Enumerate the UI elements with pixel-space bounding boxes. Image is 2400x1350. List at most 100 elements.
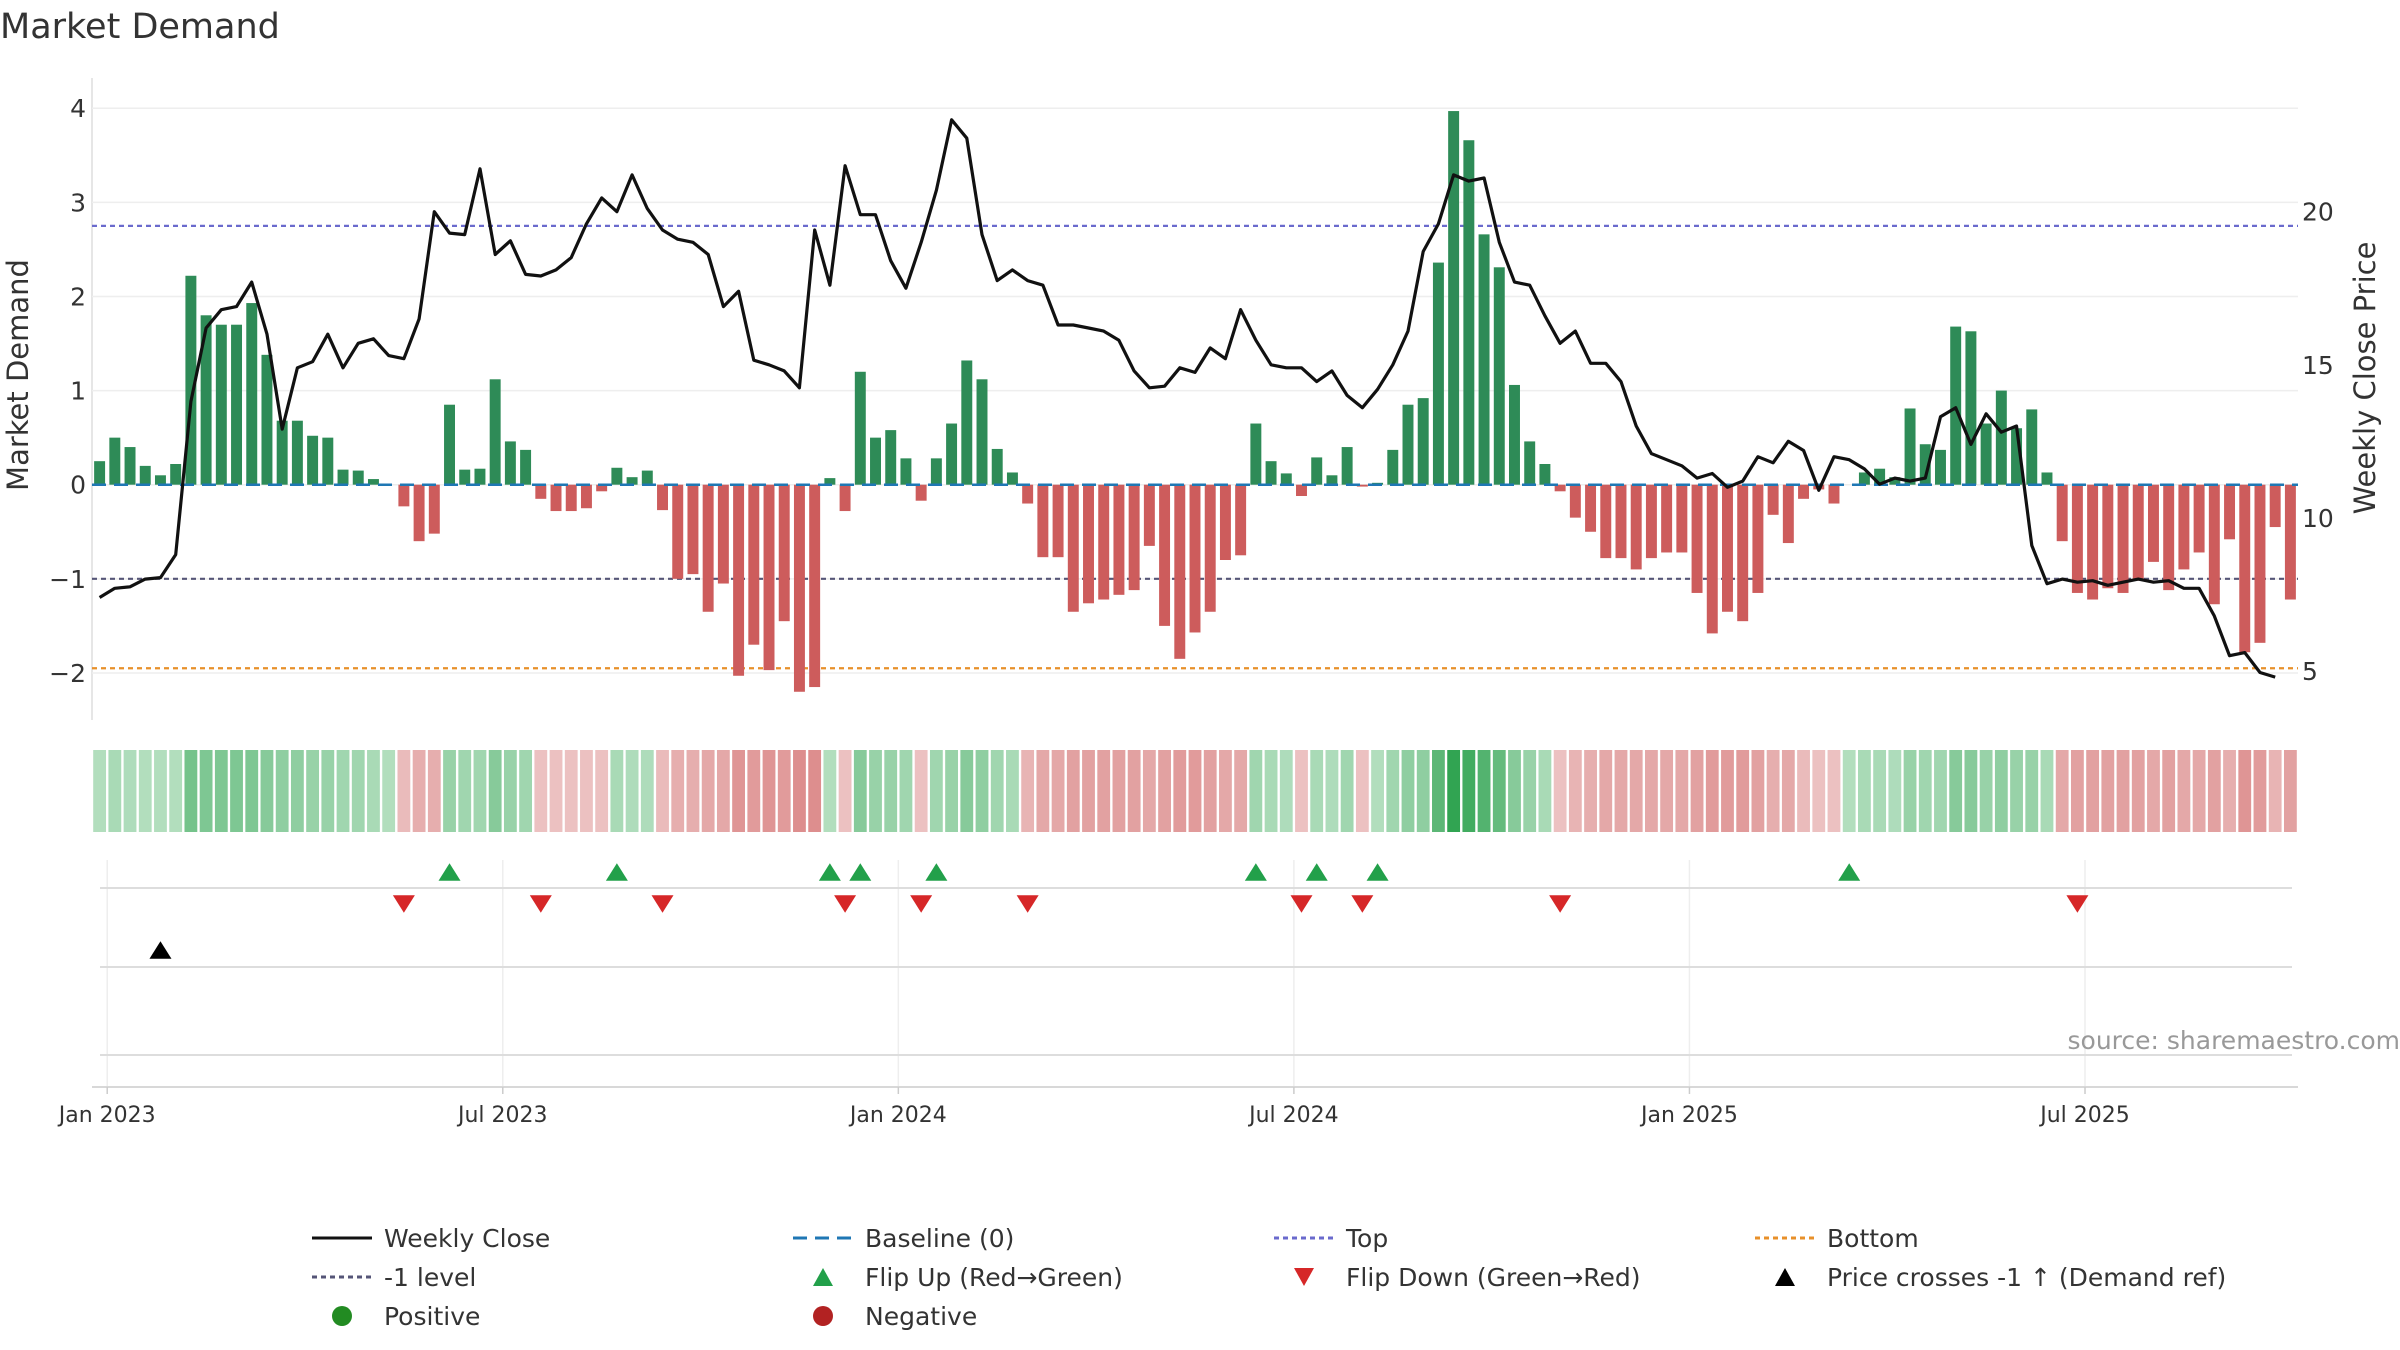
heat-cell	[1934, 750, 1947, 832]
heat-cell	[945, 750, 958, 832]
demand-bar	[1737, 484, 1749, 622]
heat-cell	[1508, 750, 1521, 832]
legend-label: Baseline (0)	[865, 1224, 1014, 1253]
demand-bar	[1934, 449, 1946, 485]
demand-bar	[2087, 484, 2099, 600]
demand-bar	[2071, 484, 2083, 593]
demand-bar	[596, 484, 608, 492]
legend-label: Top	[1345, 1224, 1388, 1253]
flip-down-marker	[2066, 895, 2089, 913]
demand-bar	[1600, 484, 1612, 559]
demand-bar	[535, 484, 547, 499]
heat-cell	[777, 750, 791, 832]
flip-up-marker	[849, 863, 872, 881]
close-price-line	[98, 118, 2276, 679]
heat-cell	[1858, 750, 1871, 832]
price-cross-marker	[149, 941, 172, 959]
heat-cell	[1386, 750, 1400, 832]
demand-bar	[1204, 484, 1216, 612]
demand-bar	[2011, 428, 2023, 485]
demand-bar	[1569, 484, 1581, 518]
heat-cell	[1553, 750, 1567, 832]
heat-cell	[686, 750, 700, 832]
heat-cell	[838, 750, 852, 832]
heat-cell	[2192, 750, 2206, 832]
heat-cell	[2086, 750, 2100, 832]
demand-bar	[1889, 477, 1901, 485]
heat-cell	[443, 750, 456, 832]
heat-cell	[1112, 750, 1126, 832]
demand-bar	[1387, 449, 1399, 485]
demand-bar	[733, 484, 745, 676]
flip-up-marker	[605, 863, 628, 881]
demand-bar	[1950, 326, 1962, 485]
y-tick-label: 4	[70, 94, 86, 123]
heat-cell	[2010, 750, 2023, 832]
demand-bar	[185, 275, 197, 485]
event-markers	[149, 863, 2089, 959]
heat-cell	[1675, 750, 1689, 832]
demand-bar	[550, 484, 562, 512]
demand-bar	[94, 461, 106, 485]
heat-cell	[1842, 750, 1856, 832]
heat-cell	[2025, 750, 2039, 832]
heat-cell	[1690, 750, 1704, 832]
demand-bar	[2178, 484, 2190, 570]
heat-cell	[306, 750, 320, 832]
demand-bar	[1509, 384, 1520, 485]
demand-bar	[1752, 484, 1764, 593]
demand-bar	[1798, 484, 1810, 499]
demand-bar	[1965, 331, 1977, 485]
flip-up-marker	[925, 863, 948, 881]
demand-bar	[961, 360, 973, 485]
demand-bar	[459, 469, 471, 485]
legend-label: Weekly Close	[384, 1224, 550, 1253]
demand-bar	[702, 484, 714, 612]
demand-bar	[2193, 484, 2205, 553]
demand-bar	[1980, 423, 1992, 485]
demand-bar	[1463, 140, 1475, 485]
demand-bar	[1539, 464, 1551, 485]
heat-cell	[1279, 750, 1293, 832]
y2-tick-label: 20	[2302, 198, 2334, 227]
demand-bar	[2117, 484, 2129, 593]
demand-bar	[2239, 484, 2251, 653]
flip-down-marker	[651, 895, 674, 913]
heat-cell	[990, 750, 1004, 832]
heat-cell	[2162, 750, 2176, 832]
heat-cell	[1340, 750, 1354, 832]
flip-up-marker	[1244, 863, 1267, 881]
y2-axis-label: Weekly Close Price	[2348, 242, 2382, 515]
demand-bar	[1645, 484, 1657, 559]
demand-bar	[1858, 472, 1870, 485]
demand-bar	[2056, 484, 2068, 542]
heat-cell	[169, 750, 183, 832]
heat-cell	[1736, 750, 1750, 832]
flip-up-marker	[1366, 863, 1389, 881]
demand-bar	[839, 484, 851, 512]
demand-bar	[1356, 484, 1368, 487]
demand-bar	[1676, 484, 1688, 553]
demand-bar	[200, 315, 212, 485]
legend-label: -1 level	[384, 1263, 476, 1292]
heat-cell	[2223, 750, 2236, 832]
legend-positive-swatch	[332, 1306, 352, 1326]
heat-cell	[610, 750, 624, 832]
demand-bar	[2284, 484, 2296, 600]
demand-bar	[1722, 484, 1733, 612]
heat-cell	[1614, 750, 1628, 832]
heat-cell	[1994, 750, 2008, 832]
demand-bar	[778, 484, 790, 622]
demand-bar	[139, 465, 151, 485]
heat-cell	[1721, 750, 1734, 832]
demand-bar	[2132, 484, 2144, 581]
demand-bar	[1280, 473, 1292, 485]
heat-cell	[397, 750, 411, 832]
demand-bar	[1874, 468, 1886, 485]
heat-cell	[488, 750, 502, 832]
y-tick-label: −2	[49, 659, 86, 688]
y-tick-label: −1	[49, 565, 86, 594]
heat-cell	[1310, 750, 1324, 832]
demand-bar	[657, 484, 668, 511]
legend-label: Price crosses -1 ↑ (Demand ref)	[1827, 1263, 2226, 1292]
